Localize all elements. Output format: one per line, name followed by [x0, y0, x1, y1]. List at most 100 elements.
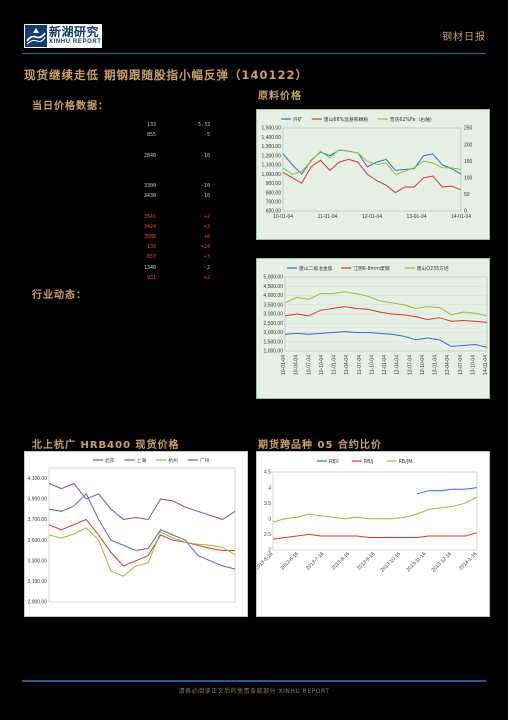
x-tick-label: 11-01-04 [332, 355, 338, 375]
report-title: 现货继续走低 期钢跟随股指小幅反弹（140122） [24, 68, 309, 82]
series-line-2 [272, 496, 478, 523]
x-tick-label: 10-04-04 [294, 355, 300, 375]
x-tick-label: 13-01-04 [433, 355, 439, 375]
series-line-0 [284, 331, 488, 348]
y-tick-label: 800.00 [266, 190, 282, 196]
header-divider [22, 53, 486, 54]
price-change: +2 [203, 213, 210, 220]
series-line-2 [284, 291, 488, 317]
y-tick-label: 4 [268, 485, 271, 491]
x-tick-label: 12-01-04 [382, 355, 388, 375]
series-line-0 [48, 492, 236, 570]
series-line-1 [282, 158, 462, 194]
y-tick-label: 3,900.00 [28, 497, 48, 503]
x-tick-label: 10-01-04 [281, 355, 287, 375]
price-row: 2840 -10 [130, 151, 210, 161]
x-tick-label: 2014-1-16 [458, 551, 479, 572]
x-tick-label: 11-07-04 [357, 355, 363, 375]
price-change: +8 [203, 234, 210, 241]
price-change [170, 171, 210, 181]
price-change: +3 [203, 223, 210, 230]
x-tick-label: 2013-10-16 [380, 551, 402, 573]
price-value: 3430 [143, 193, 156, 200]
price-row: 855 -5 [130, 130, 210, 140]
y-tick-label: 1,300.00 [262, 144, 282, 150]
price-value [130, 161, 156, 171]
y-right-tick-label: 200 [464, 142, 473, 148]
legend-label: 普氏62%Fe（右轴） [390, 116, 435, 123]
series-line-3 [48, 482, 236, 521]
legend-label: 上海 [137, 457, 147, 464]
price-row [130, 202, 210, 212]
north-south-hrb400-chart: 2,900.00 3,100.00 3,300.00 3,500.00 3,700.00… [24, 451, 248, 617]
x-tick-label: 11-04-04 [344, 355, 350, 375]
y-tick-label: 1,000.00 [262, 172, 282, 178]
x-tick-label: 12-10-04 [420, 355, 426, 375]
price-change: -10 [200, 193, 210, 200]
y-tick-label: 1,400.00 [262, 135, 282, 141]
price-row: 1340 -2 [130, 263, 210, 273]
y-tick-label: 3,000.00 [264, 312, 284, 318]
legend-label: 广州 [200, 457, 210, 464]
x-tick-label: 14-01-04 [451, 214, 471, 220]
futures-ratio-chart: 2 2.5 3 3.5 4 4.5 2013-5-16 2013-6-16 2013-7-16 2… [256, 451, 490, 617]
y-tick-label: 3,500.00 [264, 302, 284, 308]
legend-label: RB/JM [399, 459, 413, 465]
price-value: 2840 [143, 152, 156, 159]
x-tick-label: 2013-12-16 [431, 551, 453, 573]
y-tick-label: 2 [268, 548, 271, 554]
section-industry-news: 行业动态： [32, 290, 87, 301]
price-value [130, 202, 156, 212]
series-line-1 [48, 518, 235, 567]
company-logo: 新湖研究 XINHU REPORT [24, 24, 102, 48]
price-row: 3541 +2 [130, 212, 210, 222]
x-tick-label: 2013-9-16 [356, 551, 377, 572]
north-south-hrb400-svg: 2,900.00 3,100.00 3,300.00 3,500.00 3,700.00… [28, 457, 236, 606]
y-tick-label: 2,900.00 [28, 600, 48, 606]
x-tick-label: 2013-7-16 [305, 551, 326, 572]
x-tick-label: 12-01-04 [362, 214, 382, 220]
section-north-south-price: 北上杭广 HRB400 现货价格 [32, 440, 180, 451]
logo-chinese-name: 新湖研究 [49, 25, 100, 39]
y-right-tick-label: 250 [464, 126, 473, 132]
x-tick-label: 14-01-04 [483, 355, 489, 375]
y-tick-label: 2,000.00 [264, 330, 284, 336]
y-tick-label: 3,100.00 [28, 579, 48, 585]
y-tick-label: 5,000.00 [264, 275, 284, 281]
x-tick-label: 13-07-04 [458, 355, 464, 375]
price-row [130, 171, 210, 181]
section-futures-ratio: 期货跨品种 05 合约比价 [258, 440, 382, 451]
y-tick-label: 2.5 [264, 532, 271, 538]
y-tick-label: 1,200.00 [262, 153, 282, 159]
footer-divider [22, 680, 486, 682]
y-tick-label: 4,000.00 [264, 293, 284, 299]
y-right-tick-label: 150 [464, 159, 473, 165]
price-row: 931 +2 [130, 273, 210, 283]
price-row [130, 140, 210, 150]
price-value: 3588 [143, 234, 156, 241]
price-row: 3300 -10 [130, 181, 210, 191]
y-tick-label: 2,500.00 [264, 321, 284, 327]
y-tick-label: 700.00 [266, 199, 282, 205]
legend-label: 江阴6-8mm废钢 [353, 265, 390, 272]
legend-label: 唐山二级冶金焦 [299, 265, 333, 272]
series-line-2 [282, 149, 462, 176]
price-value: 931 [146, 274, 156, 281]
raw-material-price-svg: 600.00 700.00 800.00 900.00 1,000.00 1,100.00… [262, 116, 473, 220]
price-change: -5.33 [194, 122, 210, 128]
y-right-tick-label: 50 [464, 192, 470, 198]
y-tick-label: 900.00 [266, 181, 282, 187]
legend-label: 杭州 [168, 457, 178, 464]
price-value: 1340 [143, 264, 156, 271]
x-tick-label: 13-04-04 [445, 355, 451, 375]
y-tick-label: 4,500.00 [264, 284, 284, 290]
x-tick-label: 2013-8-16 [331, 551, 352, 572]
x-tick-label: 13-10-04 [470, 355, 476, 375]
price-value: 855 [146, 132, 156, 139]
y-tick-label: 1,500.00 [264, 339, 284, 345]
price-value [130, 171, 156, 181]
x-tick-label: 2013-11-16 [405, 551, 427, 573]
daily-price-table: 133 -5.33 855 -5 2840 -10 3300 -10 3430 -10 3541 +2… [130, 120, 210, 283]
y-tick-label: 4.5 [264, 470, 271, 476]
